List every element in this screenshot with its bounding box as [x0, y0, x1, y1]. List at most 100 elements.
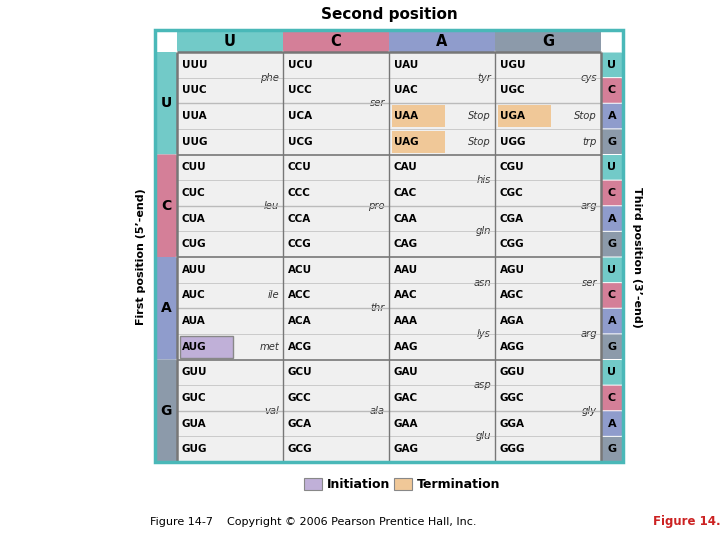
Text: tyr: tyr: [477, 72, 491, 83]
Text: Initiation: Initiation: [327, 477, 390, 490]
Text: First position (5’-end): First position (5’-end): [136, 188, 146, 326]
Text: Third position (3’-end): Third position (3’-end): [632, 186, 642, 327]
Text: CUA: CUA: [182, 213, 206, 224]
Text: pro: pro: [369, 201, 385, 211]
Text: UUG: UUG: [182, 137, 207, 147]
Text: AAG: AAG: [394, 342, 418, 352]
Text: AUC: AUC: [182, 291, 206, 300]
FancyBboxPatch shape: [601, 283, 623, 308]
Text: AAU: AAU: [394, 265, 418, 275]
Text: GAU: GAU: [394, 367, 418, 377]
Text: UGC: UGC: [500, 85, 525, 96]
Text: CAA: CAA: [394, 213, 418, 224]
Text: U: U: [608, 60, 616, 70]
FancyBboxPatch shape: [155, 154, 177, 257]
Text: UGU: UGU: [500, 60, 526, 70]
FancyBboxPatch shape: [155, 52, 177, 154]
Text: CGU: CGU: [500, 163, 525, 172]
Text: UUC: UUC: [182, 85, 207, 96]
Text: GCC: GCC: [288, 393, 312, 403]
Text: C: C: [608, 188, 616, 198]
FancyBboxPatch shape: [180, 336, 233, 357]
Text: asn: asn: [473, 278, 491, 288]
FancyBboxPatch shape: [601, 104, 623, 129]
Text: AGG: AGG: [500, 342, 525, 352]
FancyBboxPatch shape: [601, 334, 623, 359]
Text: CGA: CGA: [500, 213, 524, 224]
Text: A: A: [608, 316, 616, 326]
Text: arg: arg: [580, 201, 597, 211]
Text: GUG: GUG: [182, 444, 207, 454]
Text: GCU: GCU: [288, 367, 312, 377]
Text: C: C: [161, 199, 171, 213]
Text: AAC: AAC: [394, 291, 418, 300]
Text: AUG: AUG: [182, 342, 207, 352]
Text: Figure 14-7    Copyright © 2006 Pearson Prentice Hall, Inc.: Figure 14-7 Copyright © 2006 Pearson Pre…: [150, 517, 477, 527]
FancyBboxPatch shape: [155, 360, 177, 462]
FancyBboxPatch shape: [601, 52, 623, 77]
Text: UAU: UAU: [394, 60, 418, 70]
Text: val: val: [264, 406, 279, 416]
Text: met: met: [259, 342, 279, 352]
Text: UCA: UCA: [288, 111, 312, 121]
FancyBboxPatch shape: [601, 437, 623, 462]
Text: AGU: AGU: [500, 265, 525, 275]
Text: UAA: UAA: [394, 111, 418, 121]
Text: Figure 14.7: Figure 14.7: [653, 516, 720, 529]
Text: ACA: ACA: [288, 316, 312, 326]
Text: ser: ser: [369, 98, 385, 108]
Text: GGG: GGG: [500, 444, 526, 454]
Text: gln: gln: [475, 226, 491, 237]
Text: U: U: [161, 96, 171, 110]
Text: CCG: CCG: [288, 239, 312, 249]
Text: A: A: [608, 111, 616, 121]
Bar: [155, 30, 623, 462]
Text: asp: asp: [473, 380, 491, 390]
Text: leu: leu: [264, 201, 279, 211]
Text: UGA: UGA: [500, 111, 525, 121]
Text: GAC: GAC: [394, 393, 418, 403]
Text: CCC: CCC: [288, 188, 311, 198]
Text: CGG: CGG: [500, 239, 525, 249]
Text: CCU: CCU: [288, 163, 312, 172]
Bar: [304, 478, 322, 490]
FancyBboxPatch shape: [601, 180, 623, 205]
Text: G: G: [608, 239, 616, 249]
FancyBboxPatch shape: [601, 232, 623, 256]
Text: G: G: [542, 33, 554, 49]
Text: ser: ser: [582, 278, 597, 288]
Bar: [392, 105, 445, 127]
Text: U: U: [608, 265, 616, 275]
Text: CGC: CGC: [500, 188, 523, 198]
Text: C: C: [608, 393, 616, 403]
FancyBboxPatch shape: [601, 360, 623, 384]
Text: glu: glu: [475, 431, 491, 441]
FancyBboxPatch shape: [495, 30, 601, 52]
Text: AGC: AGC: [500, 291, 524, 300]
Text: GUA: GUA: [182, 418, 207, 429]
Text: GAG: GAG: [394, 444, 419, 454]
FancyBboxPatch shape: [601, 411, 623, 436]
Text: AUU: AUU: [182, 265, 207, 275]
Text: Stop: Stop: [468, 137, 491, 147]
Text: UAG: UAG: [394, 137, 418, 147]
Text: C: C: [330, 33, 341, 49]
Text: A: A: [436, 33, 448, 49]
Text: UCC: UCC: [288, 85, 312, 96]
Text: G: G: [608, 342, 616, 352]
Text: G: G: [161, 404, 171, 418]
Text: ACG: ACG: [288, 342, 312, 352]
FancyBboxPatch shape: [283, 30, 389, 52]
Text: UUA: UUA: [182, 111, 207, 121]
Text: U: U: [608, 367, 616, 377]
FancyBboxPatch shape: [601, 206, 623, 231]
Text: ACC: ACC: [288, 291, 311, 300]
Text: U: U: [608, 163, 616, 172]
Text: GGC: GGC: [500, 393, 525, 403]
Text: GAA: GAA: [394, 418, 418, 429]
FancyBboxPatch shape: [601, 309, 623, 333]
FancyBboxPatch shape: [601, 130, 623, 154]
Text: ile: ile: [267, 291, 279, 300]
FancyBboxPatch shape: [177, 30, 283, 52]
Text: GGA: GGA: [500, 418, 525, 429]
